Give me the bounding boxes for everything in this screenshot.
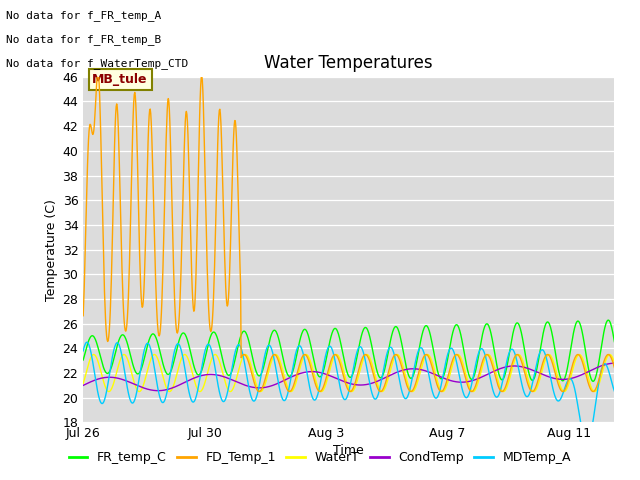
Text: No data for f_WaterTemp_CTD: No data for f_WaterTemp_CTD [6, 58, 189, 69]
Legend: FR_temp_C, FD_Temp_1, WaterT, CondTemp, MDTemp_A: FR_temp_C, FD_Temp_1, WaterT, CondTemp, … [63, 446, 577, 469]
Title: Water Temperatures: Water Temperatures [264, 54, 433, 72]
Text: MB_tule: MB_tule [92, 73, 148, 86]
Text: No data for f_FR_temp_B: No data for f_FR_temp_B [6, 34, 162, 45]
Text: No data for f_FR_temp_A: No data for f_FR_temp_A [6, 10, 162, 21]
X-axis label: Time: Time [333, 444, 364, 457]
Y-axis label: Temperature (C): Temperature (C) [45, 199, 58, 300]
